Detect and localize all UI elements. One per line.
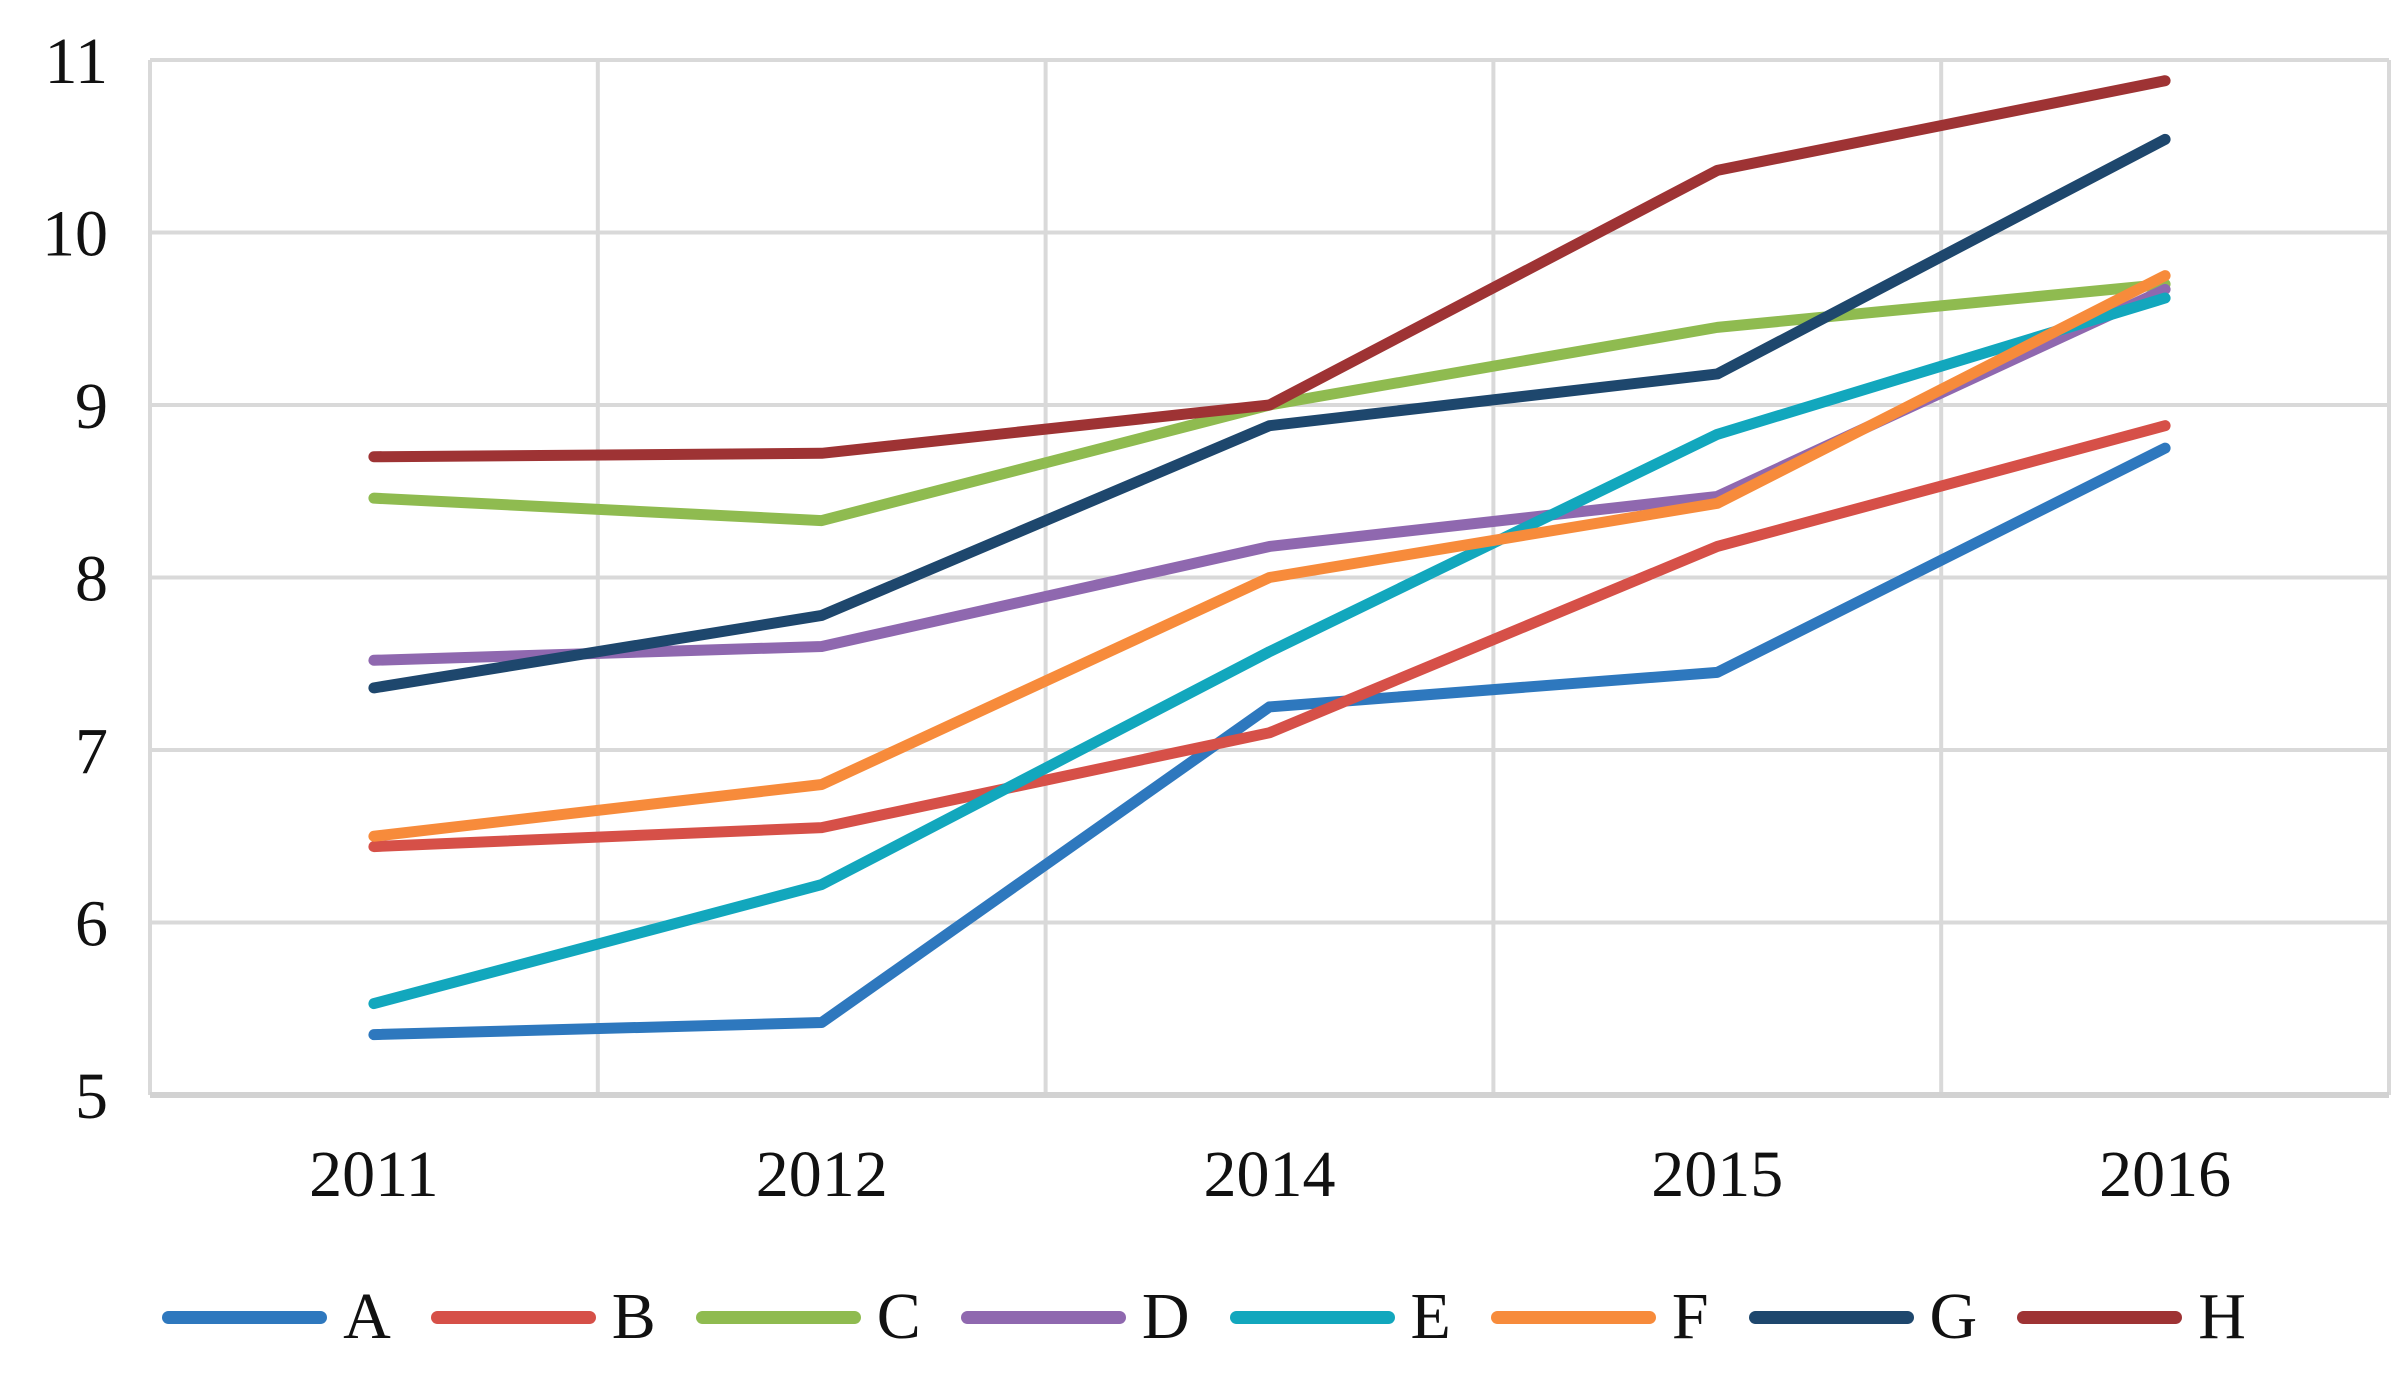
legend-swatch-A [162,1310,328,1324]
legend-label-H: H [2198,1280,2246,1353]
legend-label-F: F [1671,1280,1709,1353]
y-tick-label: 10 [42,198,108,271]
legend-item-B: B [430,1280,656,1353]
series-line-A [368,442,2171,1041]
y-tick-label: 6 [75,888,108,961]
y-tick-label: 11 [44,25,108,98]
x-tick-label: 2012 [756,1138,888,1211]
legend-swatch-F [1490,1310,1656,1324]
legend-label-A: A [343,1280,391,1353]
legend-swatch-C [695,1310,861,1324]
legend-label-B: B [611,1280,656,1353]
x-tick-label: 2011 [309,1138,439,1211]
legend-item-D: D [960,1280,1190,1353]
series-line-B [368,420,2171,853]
legend-swatch-D [960,1310,1126,1324]
series-line-D [368,283,2171,666]
legend-label-G: G [1929,1280,1978,1353]
series-line-H [368,75,2171,463]
legend-item-C: C [695,1280,921,1353]
series-line-F [368,270,2171,842]
x-tick-label: 2015 [1651,1138,1783,1211]
legend-item-G: G [1748,1280,1978,1353]
legend-label-E: E [1410,1280,1451,1353]
legend-swatch-E [1229,1310,1395,1324]
y-tick-label: 7 [75,715,108,788]
x-tick-label: 2016 [2099,1138,2231,1211]
legend-swatch-B [430,1310,596,1324]
y-tick-label: 9 [75,370,108,443]
legend-item-H: H [2017,1284,2246,1350]
series-line-G [368,133,2171,694]
series-line-E [368,292,2171,1010]
legend-swatch-H [2017,1310,2183,1324]
y-tick-label: 8 [75,543,108,616]
legend-item-A: A [162,1284,391,1350]
legend-item-F: F [1490,1280,1709,1353]
legend-swatch-G [1748,1310,1914,1324]
y-tick-label: 5 [75,1060,108,1133]
x-tick-label: 2014 [1204,1138,1336,1211]
legend-label-D: D [1141,1280,1190,1353]
legend-label-C: C [876,1280,921,1353]
legend-item-E: E [1229,1280,1451,1353]
